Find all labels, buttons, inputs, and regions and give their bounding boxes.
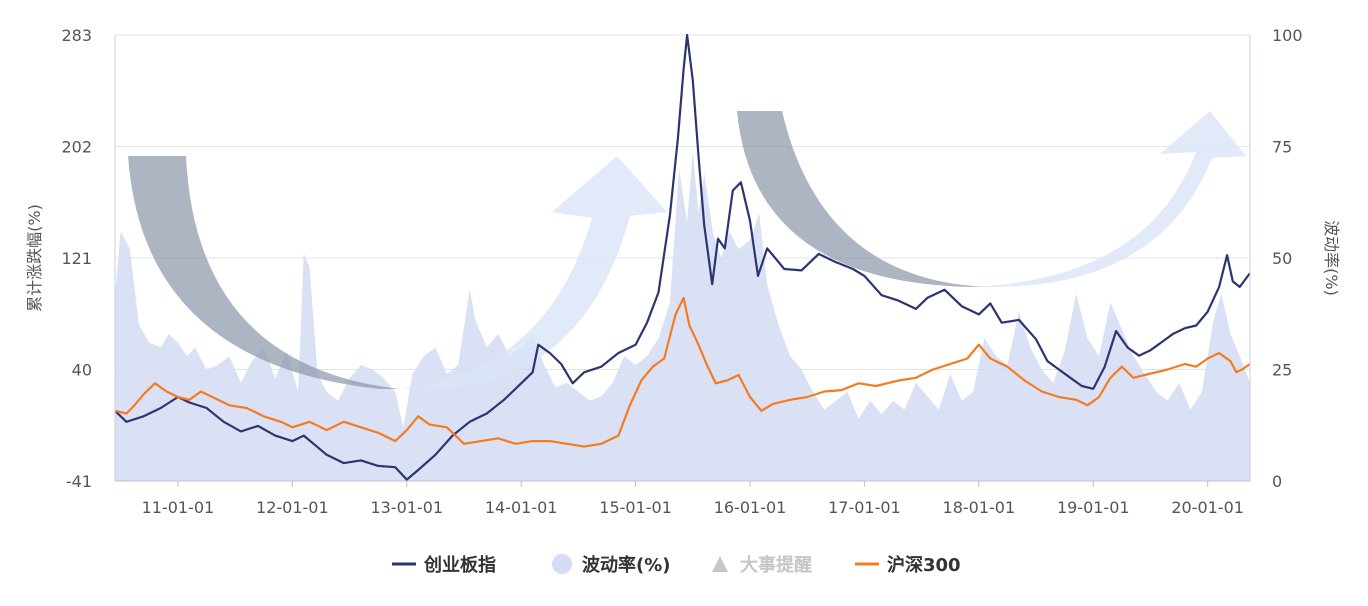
x-tick-label: 19-01-01 (1057, 498, 1130, 517)
left-tick-label: -41 (66, 472, 92, 491)
right-tick-label: 50 (1272, 249, 1292, 268)
volatility-area (115, 151, 1250, 481)
right-tick-label: 100 (1272, 26, 1303, 45)
legend: 创业板指 波动率(%) 大事提醒 沪深300 (392, 554, 961, 576)
chinext-index-line (114, 33, 1251, 481)
x-tick-label: 17-01-01 (828, 498, 901, 517)
trend-arrows (128, 111, 1246, 390)
x-tick-label: 18-01-01 (943, 498, 1016, 517)
legend-label: 波动率(%) (582, 554, 671, 576)
x-tick-label: 13-01-01 (370, 498, 443, 517)
x-tick-label: 15-01-01 (599, 498, 672, 517)
volatility-area-layer (115, 151, 1250, 481)
x-tick-label: 20-01-01 (1171, 498, 1244, 517)
right-tick-label: 0 (1272, 472, 1282, 491)
left-tick-label: 283 (61, 26, 92, 45)
left-axis-title: 累计涨跌幅(%) (25, 204, 44, 312)
right-tick-label: 75 (1272, 138, 1292, 157)
legend-circle-marker (552, 554, 572, 574)
legend-label: 沪深300 (887, 554, 961, 576)
down-arc-right (737, 111, 990, 287)
x-tick-label: 16-01-01 (714, 498, 787, 517)
x-tick-label: 11-01-01 (142, 498, 215, 517)
right-axis-title: 波动率(%) (1322, 220, 1341, 296)
left-tick-label: 121 (61, 249, 92, 268)
legend-label: 创业板指 (423, 554, 496, 576)
x-tick-label: 14-01-01 (485, 498, 558, 517)
down-arc-left (128, 156, 400, 389)
x-tick-label: 12-01-01 (256, 498, 329, 517)
axes: 283 202 121 40 -41 100 75 50 25 0 11-01-01 12-01-01… (25, 26, 1341, 517)
legend-label: 大事提醒 (740, 554, 812, 576)
up-arrow-right (970, 111, 1246, 288)
up-arrow-left (400, 156, 667, 390)
hs300-line (114, 296, 1251, 448)
right-tick-label: 25 (1272, 361, 1292, 380)
left-tick-label: 40 (72, 361, 92, 380)
series-layer (114, 33, 1251, 481)
legend-triangle-marker (712, 556, 728, 572)
left-tick-label: 202 (61, 138, 92, 157)
